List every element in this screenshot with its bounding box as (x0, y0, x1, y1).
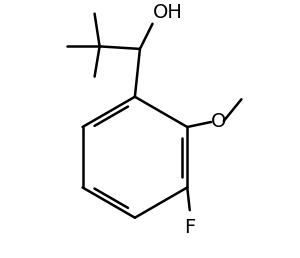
Text: O: O (211, 112, 226, 132)
Text: OH: OH (152, 3, 182, 22)
Text: F: F (184, 218, 195, 237)
